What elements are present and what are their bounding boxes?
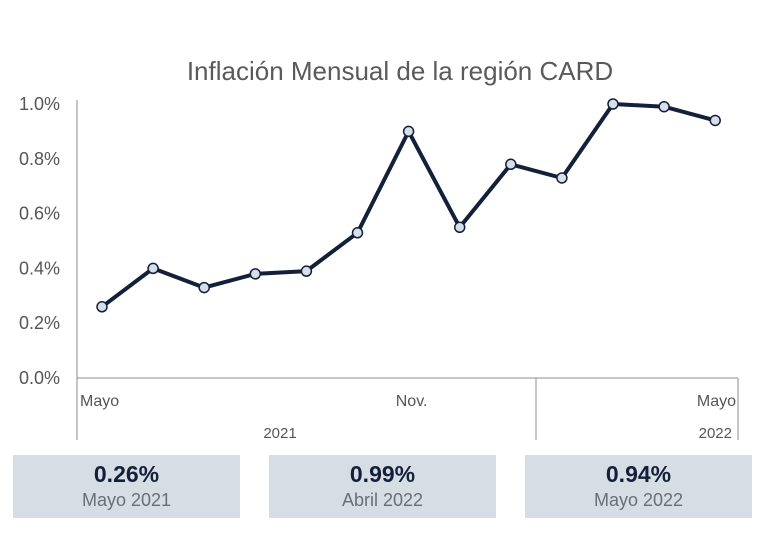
data-point (607, 98, 619, 110)
y-tick-label: 0.6% (19, 204, 60, 224)
data-point (402, 125, 415, 138)
year-label: 2021 (263, 425, 296, 442)
data-point (249, 268, 262, 280)
kpi-label: Mayo 2021 (81, 490, 172, 510)
kpi-value: 0.94% (605, 461, 672, 487)
kpi-label: Abril 2022 (341, 490, 424, 510)
data-point (147, 262, 159, 275)
kpi-card-abril-2022: 0.99% Abril 2022 (269, 455, 496, 518)
year-label: 2022 (699, 425, 732, 442)
kpi-value: 0.26% (93, 461, 160, 487)
y-tick-label: 0.8% (19, 149, 60, 169)
kpi-card-mayo-2022: 0.94% Mayo 2022 (525, 455, 752, 518)
data-point (658, 100, 670, 113)
y-tick-label: 1.0% (19, 94, 60, 114)
kpi-value: 0.99% (349, 461, 416, 487)
data-point (505, 158, 517, 171)
y-tick-label: 0.4% (19, 258, 60, 278)
chart-title: Inflación Mensual de la región CARD (187, 56, 613, 86)
y-tick-label: 0.2% (19, 313, 60, 333)
data-point (300, 265, 313, 277)
kpi-label: Mayo 2022 (593, 490, 684, 510)
y-tick-label: 0.0% (19, 368, 60, 388)
line-chart: Inflación Mensual de la región CARD 1.0%… (19, 56, 739, 442)
data-point (709, 114, 721, 127)
x-tick-label: Nov. (396, 393, 428, 410)
data-point (556, 172, 568, 184)
x-tick-label: Mayo (80, 393, 119, 410)
data-point (453, 221, 466, 234)
kpi-card-mayo-2021: 0.26% Mayo 2021 (13, 455, 240, 518)
x-tick-label: Mayo (697, 393, 736, 410)
data-point (198, 281, 210, 294)
data-point (96, 301, 108, 313)
data-point (351, 227, 364, 239)
